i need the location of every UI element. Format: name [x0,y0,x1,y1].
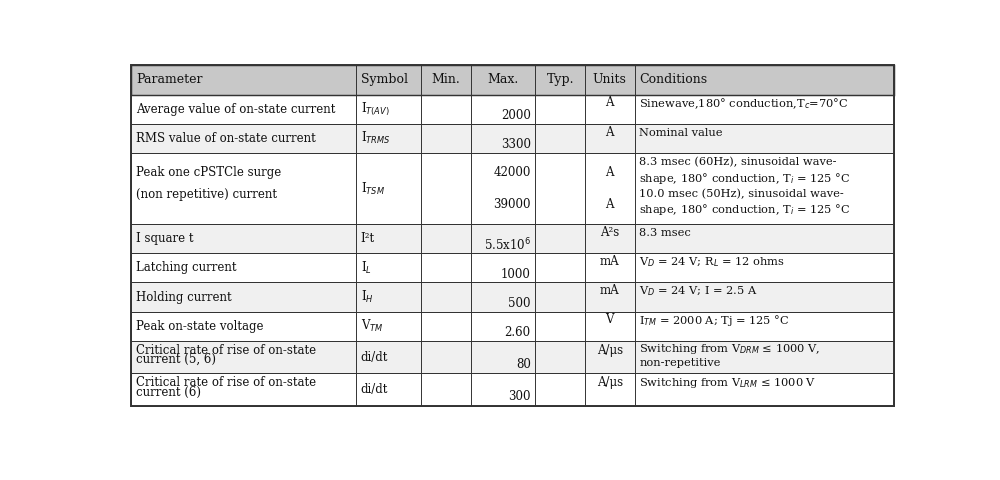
Bar [131,373,894,406]
Text: I$_{TSM}$: I$_{TSM}$ [361,180,385,196]
Bar [131,312,894,341]
Bar [131,124,894,153]
Bar [131,224,894,253]
Text: I²t: I²t [361,232,375,245]
Text: I$_L$: I$_L$ [361,260,372,276]
Text: 80: 80 [516,358,531,371]
Bar [131,95,894,124]
Text: 8.3 msec: 8.3 msec [639,228,691,238]
Text: Switching from V$_{LRM}$ ≤ 1000 V: Switching from V$_{LRM}$ ≤ 1000 V [639,376,817,390]
Text: Critical rate of rise of on-state: Critical rate of rise of on-state [136,344,316,357]
Text: I$_H$: I$_H$ [361,289,374,305]
Text: Latching current: Latching current [136,261,236,274]
Text: 3300: 3300 [501,138,531,151]
Text: 2.60: 2.60 [505,326,531,339]
Text: mA: mA [600,284,620,297]
Text: A/μs: A/μs [597,344,623,357]
Text: V$_{TM}$: V$_{TM}$ [361,318,383,335]
Text: RMS value of on-state current: RMS value of on-state current [136,132,316,145]
Text: 39000: 39000 [493,198,531,211]
Text: Holding current: Holding current [136,290,231,303]
Text: Peak one cPSTCle surge: Peak one cPSTCle surge [136,167,281,180]
Text: 1000: 1000 [501,268,531,281]
Bar [131,224,894,253]
Text: non-repetitive: non-repetitive [639,358,721,368]
Bar [131,312,894,341]
Text: Critical rate of rise of on-state: Critical rate of rise of on-state [136,376,316,389]
Text: Conditions: Conditions [639,73,707,86]
Text: A: A [605,96,614,109]
Text: I$_{T(AV)}$: I$_{T(AV)}$ [361,100,390,118]
Text: Nominal value: Nominal value [639,128,723,138]
Bar [131,282,894,312]
Bar [131,373,894,406]
Text: current (6): current (6) [136,385,201,398]
Bar [131,341,894,373]
Text: I square t: I square t [136,232,193,245]
Text: Switching from V$_{DRM}$ ≤ 1000 V,: Switching from V$_{DRM}$ ≤ 1000 V, [639,342,821,356]
Bar [131,95,894,124]
Text: V: V [605,313,614,326]
Text: di/dt: di/dt [361,383,388,396]
Text: 42000: 42000 [493,167,531,180]
Text: Sinewave,180° conduction,T$_c$=70°C: Sinewave,180° conduction,T$_c$=70°C [639,96,849,110]
Bar [131,153,894,224]
Bar [131,253,894,282]
Text: Average value of on-state current: Average value of on-state current [136,103,335,116]
Text: Symbol: Symbol [361,73,408,86]
Text: (non repetitive) current: (non repetitive) current [136,188,277,201]
Text: I$_{TRMS}$: I$_{TRMS}$ [361,131,390,146]
Text: Min.: Min. [431,73,460,86]
Text: mA: mA [600,255,620,268]
Text: di/dt: di/dt [361,350,388,364]
Text: 10.0 msec (50Hz), sinusoidal wave-: 10.0 msec (50Hz), sinusoidal wave- [639,189,844,199]
Text: 8.3 msec (60Hz), sinusoidal wave-: 8.3 msec (60Hz), sinusoidal wave- [639,157,837,168]
Bar [131,124,894,153]
Bar [131,253,894,282]
Text: V$_{D}$ = 24 V; I = 2.5 A: V$_{D}$ = 24 V; I = 2.5 A [639,285,758,298]
Text: A: A [605,167,614,180]
Text: Typ.: Typ. [546,73,574,86]
Bar [131,65,894,95]
Text: shape, 180° conduction, T$_i$ = 125 °C: shape, 180° conduction, T$_i$ = 125 °C [639,171,850,186]
Text: Parameter: Parameter [136,73,202,86]
Text: current (5, 6): current (5, 6) [136,353,216,366]
Text: A: A [605,125,614,139]
Text: Max.: Max. [487,73,519,86]
Text: V$_D$ = 24 V; R$_L$ = 12 ohms: V$_D$ = 24 V; R$_L$ = 12 ohms [639,255,785,269]
Bar [131,341,894,373]
Text: Peak on-state voltage: Peak on-state voltage [136,320,263,333]
Bar [131,65,894,95]
Text: I$_{TM}$ = 2000 A; Tj = 125 °C: I$_{TM}$ = 2000 A; Tj = 125 °C [639,313,790,328]
Bar [131,153,894,224]
Text: Units: Units [593,73,627,86]
Text: A: A [605,198,614,211]
Bar [131,282,894,312]
Text: A²s: A²s [600,226,619,239]
Text: 500: 500 [508,297,531,310]
Text: A/μs: A/μs [597,376,623,389]
Text: 300: 300 [508,390,531,403]
Text: 5.5x10$^6$: 5.5x10$^6$ [484,237,531,253]
Text: shape, 180° conduction, T$_i$ = 125 °C: shape, 180° conduction, T$_i$ = 125 °C [639,202,850,217]
Text: 2000: 2000 [501,109,531,122]
